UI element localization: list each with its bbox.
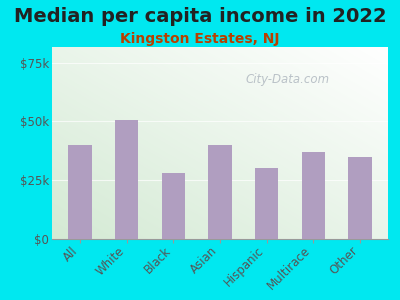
Bar	[348, 157, 372, 238]
Bar	[68, 145, 92, 239]
Bar	[115, 120, 138, 238]
Bar	[302, 152, 325, 239]
Bar	[162, 173, 185, 238]
Text: Median per capita income in 2022: Median per capita income in 2022	[14, 8, 386, 26]
Bar	[255, 168, 278, 238]
Text: Kingston Estates, NJ: Kingston Estates, NJ	[120, 32, 280, 46]
Text: City-Data.com: City-Data.com	[245, 73, 329, 85]
Bar	[208, 145, 232, 239]
